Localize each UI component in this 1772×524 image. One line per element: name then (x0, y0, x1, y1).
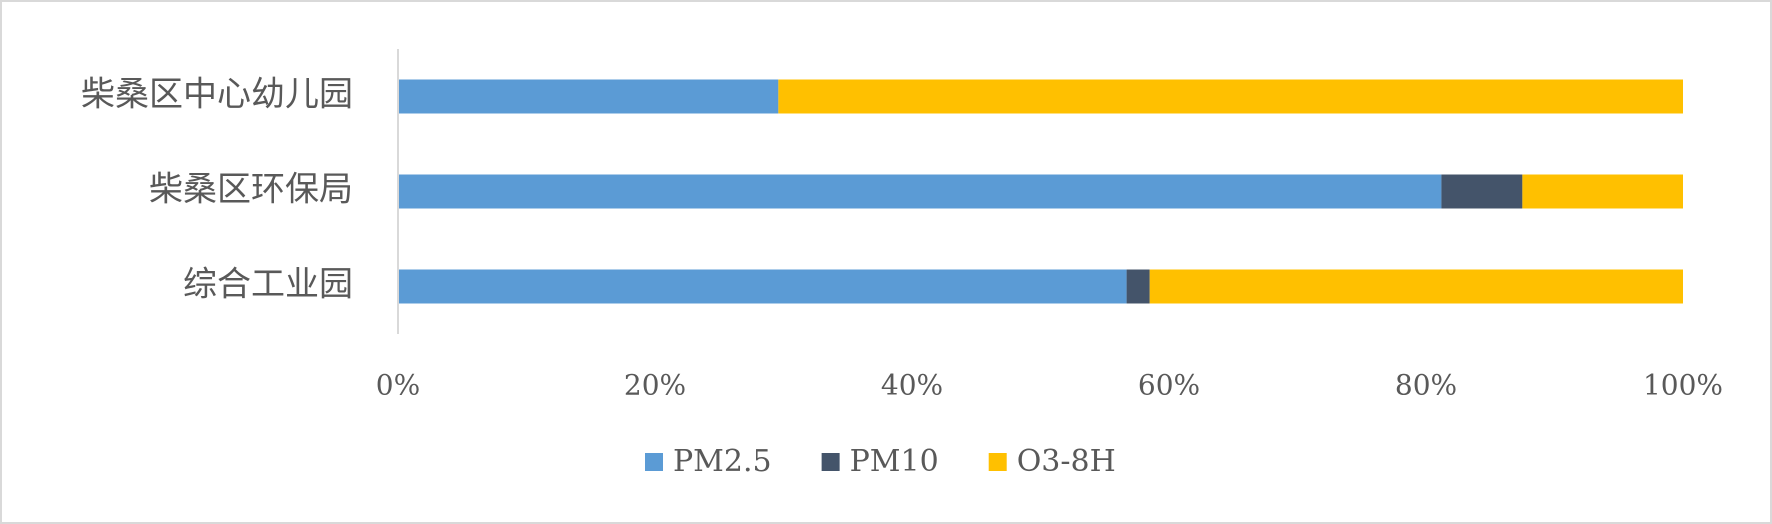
x-tick-label: 0% (376, 369, 420, 402)
legend-swatch (821, 453, 840, 471)
bar-segment (1126, 269, 1150, 304)
y-tick-label: 柴桑区环保局 (149, 170, 353, 210)
x-tick-label: 80% (1395, 369, 1457, 402)
x-tick-label: 40% (881, 369, 943, 402)
bar-segment (398, 79, 779, 114)
legend-swatch (645, 453, 663, 471)
legend-label: PM2.5 (673, 444, 772, 479)
bar-segment (398, 269, 1127, 304)
bar-segment (1522, 174, 1683, 209)
x-tick-label: 60% (1138, 369, 1200, 402)
legend-swatch (988, 453, 1007, 471)
y-tick-label: 综合工业园 (183, 265, 353, 305)
bar-segment (398, 174, 1442, 209)
legend-label: O3-8H (1017, 444, 1116, 479)
y-tick-label: 柴桑区中心幼儿园 (81, 75, 353, 115)
bar-segment (778, 79, 1683, 114)
bar-segment (1441, 174, 1523, 209)
legend-label: PM10 (850, 444, 939, 479)
x-tick-label: 20% (624, 369, 686, 402)
bar-segment (1149, 269, 1683, 304)
x-tick-label: 100% (1643, 369, 1723, 402)
